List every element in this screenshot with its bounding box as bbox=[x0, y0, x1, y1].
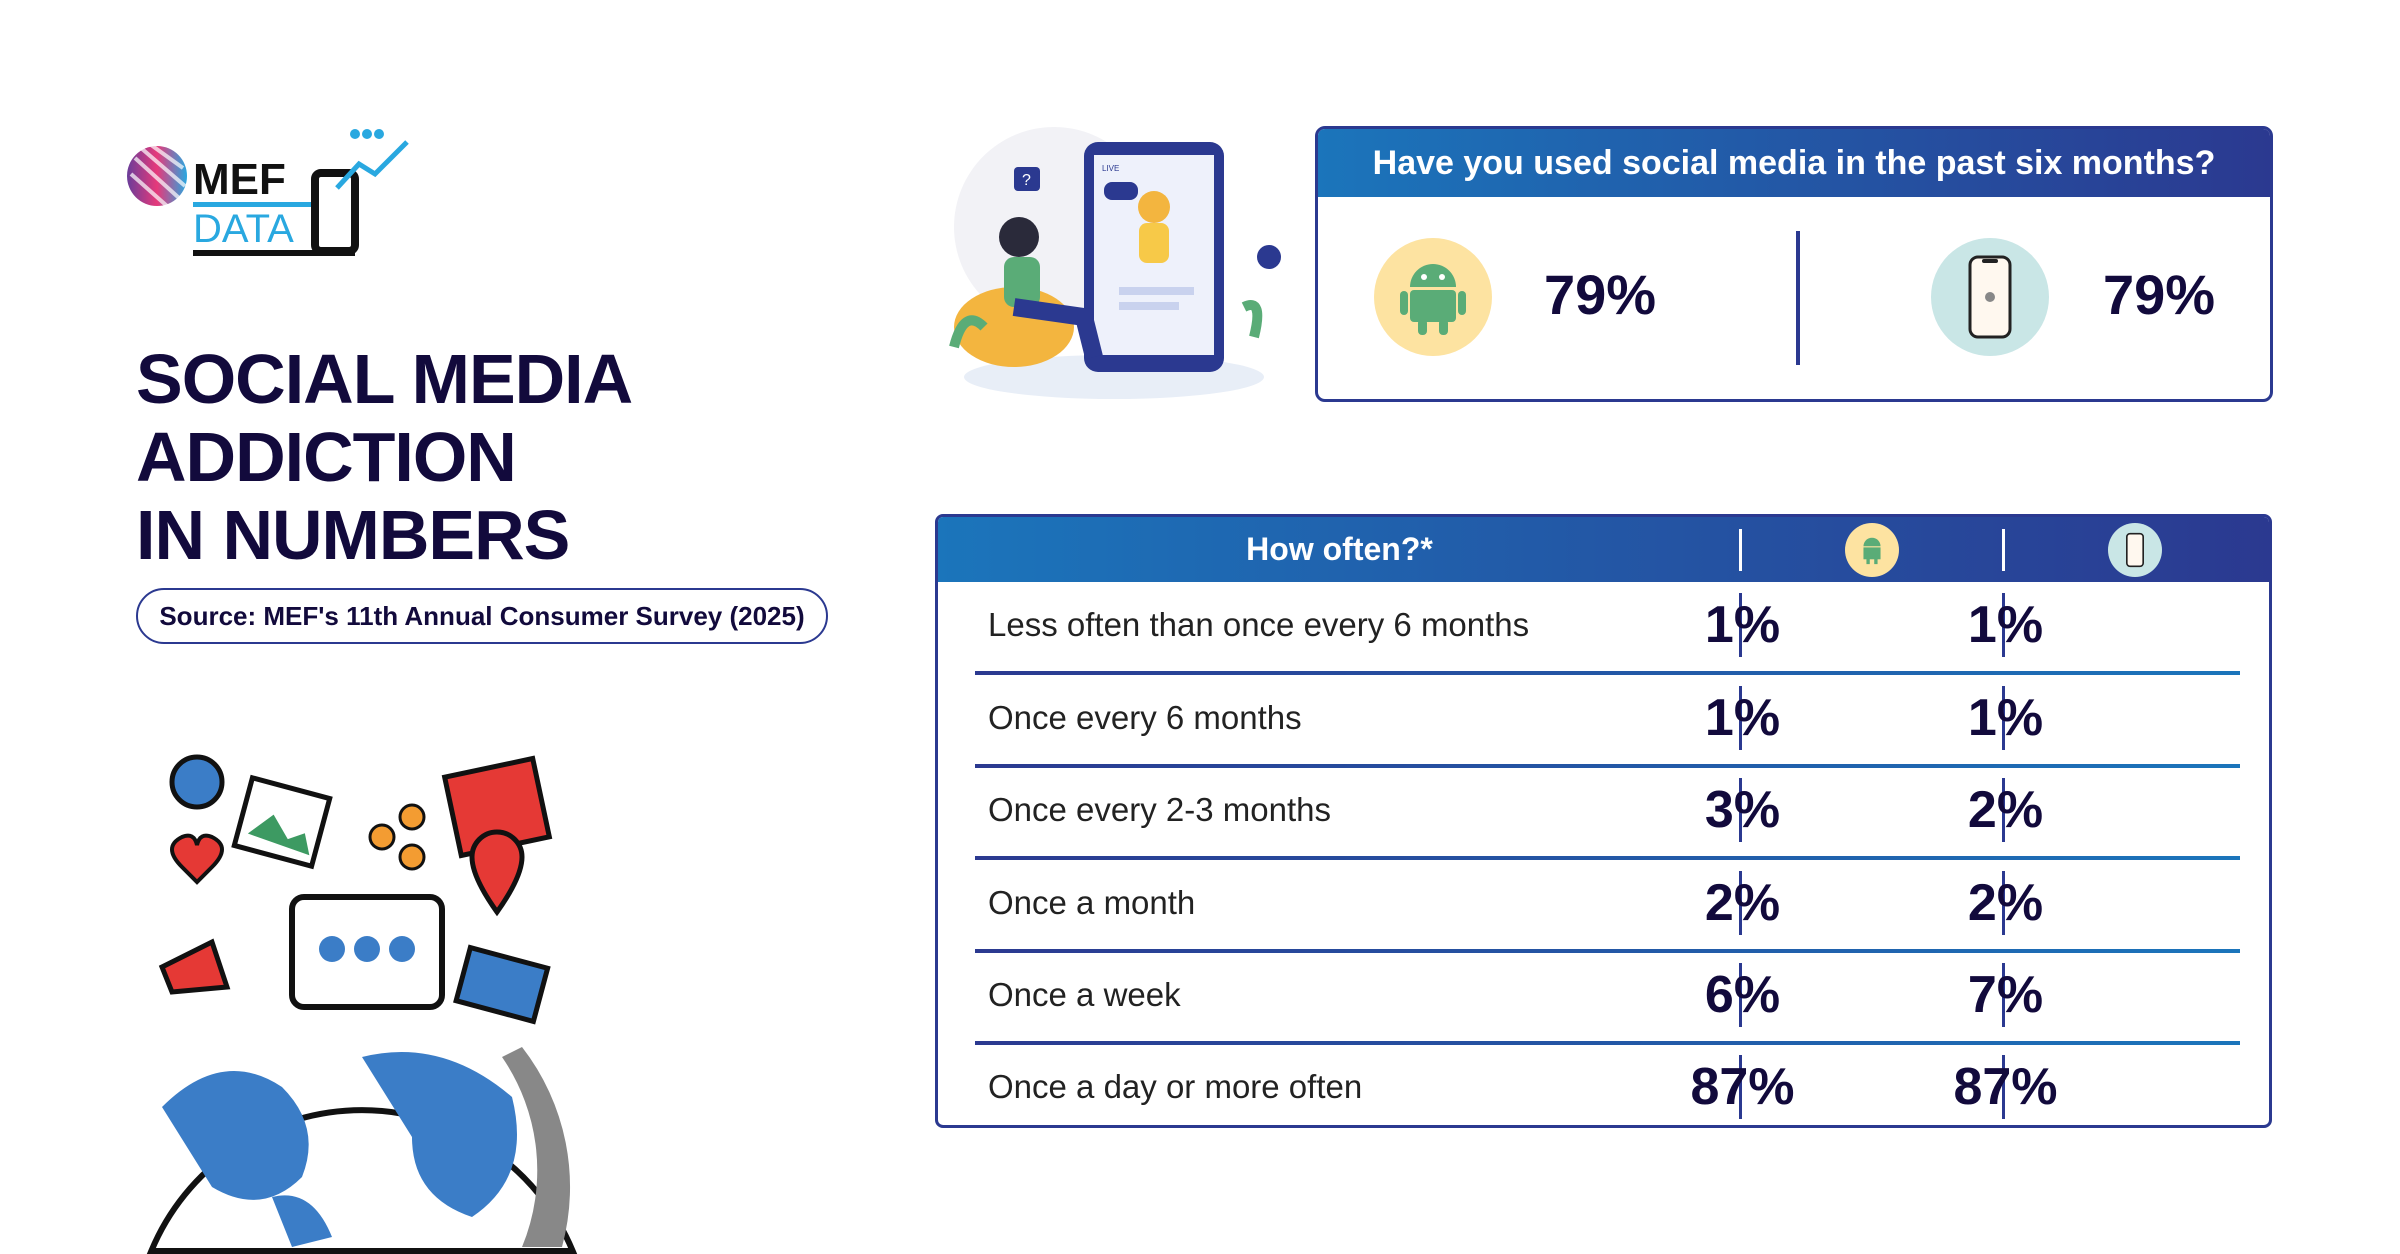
table-row: Once a day or more often 87% 87% bbox=[938, 1041, 2269, 1125]
row-divider bbox=[975, 764, 2240, 768]
row-divider bbox=[975, 856, 2240, 860]
header-divider bbox=[2002, 529, 2005, 571]
source-pill: Source: MEF's 11th Annual Consumer Surve… bbox=[136, 588, 828, 644]
row-label: Once a week bbox=[988, 976, 1181, 1013]
row-label: Once every 2-3 months bbox=[988, 791, 1331, 828]
column-divider bbox=[2002, 778, 2005, 842]
frequency-table: How often?* Less often than once every 6… bbox=[935, 514, 2272, 1128]
question-title: Have you used social media in the past s… bbox=[1318, 129, 2270, 197]
android-value: 2% bbox=[1704, 874, 1781, 932]
ios-value: 87% bbox=[1953, 1058, 2058, 1116]
column-divider bbox=[1739, 778, 1742, 842]
table-row: Once every 2-3 months 3% 2% bbox=[938, 764, 2269, 856]
table-row: Once a week 6% 7% bbox=[938, 949, 2269, 1041]
header-divider bbox=[1739, 529, 1742, 571]
page-title: SOCIAL MEDIA ADDICTION IN NUMBERS bbox=[136, 340, 633, 574]
social-media-globe-illustration bbox=[146, 754, 578, 1254]
title-line-2: ADDICTION bbox=[136, 418, 517, 496]
social-media-user-illustration: LIVE ? bbox=[949, 127, 1281, 399]
title-line-1: SOCIAL MEDIA bbox=[136, 340, 633, 418]
column-divider bbox=[2002, 963, 2005, 1027]
iphone-icon bbox=[2108, 523, 2162, 577]
social-media-usage-card: Have you used social media in the past s… bbox=[1315, 126, 2273, 402]
ios-value: 1% bbox=[1967, 689, 2044, 747]
svg-text:?: ? bbox=[1022, 172, 1031, 189]
row-label: Once every 6 months bbox=[988, 699, 1302, 736]
row-divider bbox=[975, 949, 2240, 953]
table-row: Less often than once every 6 months 1% 1… bbox=[938, 579, 2269, 671]
column-divider bbox=[2002, 871, 2005, 935]
column-divider bbox=[2002, 1055, 2005, 1119]
android-icon bbox=[1374, 238, 1492, 356]
column-divider bbox=[2002, 686, 2005, 750]
ios-value: 2% bbox=[1967, 874, 2044, 932]
column-divider bbox=[1739, 963, 1742, 1027]
row-divider bbox=[975, 1041, 2240, 1045]
ios-value: 2% bbox=[1967, 781, 2044, 839]
row-label: Once a month bbox=[988, 884, 1196, 921]
android-icon bbox=[1845, 523, 1899, 577]
iphone-icon bbox=[1931, 238, 2049, 356]
column-divider bbox=[1739, 593, 1742, 657]
android-value: 1% bbox=[1704, 689, 1781, 747]
table-row: Once a month 2% 2% bbox=[938, 857, 2269, 949]
row-label: Once a day or more often bbox=[988, 1068, 1363, 1105]
svg-text:MEF: MEF bbox=[193, 155, 286, 204]
svg-text:LIVE: LIVE bbox=[1102, 164, 1119, 173]
column-divider bbox=[1739, 871, 1742, 935]
android-value: 1% bbox=[1704, 596, 1781, 654]
column-divider bbox=[2002, 593, 2005, 657]
android-value: 6% bbox=[1704, 966, 1781, 1024]
table-header: How often?* bbox=[938, 517, 2269, 582]
column-divider bbox=[1739, 1055, 1742, 1119]
ios-value: 7% bbox=[1967, 966, 2044, 1024]
android-usage-value: 79% bbox=[1544, 263, 1657, 326]
column-divider bbox=[1739, 686, 1742, 750]
svg-text:DATA: DATA bbox=[193, 207, 294, 251]
ios-usage-value: 79% bbox=[2103, 263, 2216, 326]
header-how-often: How often?* bbox=[1246, 531, 1433, 567]
ios-value: 1% bbox=[1967, 596, 2044, 654]
title-line-3: IN NUMBERS bbox=[136, 496, 570, 574]
row-label: Less often than once every 6 months bbox=[988, 606, 1530, 643]
android-value: 3% bbox=[1704, 781, 1781, 839]
table-row: Once every 6 months 1% 1% bbox=[938, 672, 2269, 764]
mef-data-logo: MEF DATA bbox=[127, 129, 409, 256]
divider bbox=[1796, 231, 1800, 365]
android-value: 87% bbox=[1690, 1058, 1795, 1116]
row-divider bbox=[975, 671, 2240, 675]
